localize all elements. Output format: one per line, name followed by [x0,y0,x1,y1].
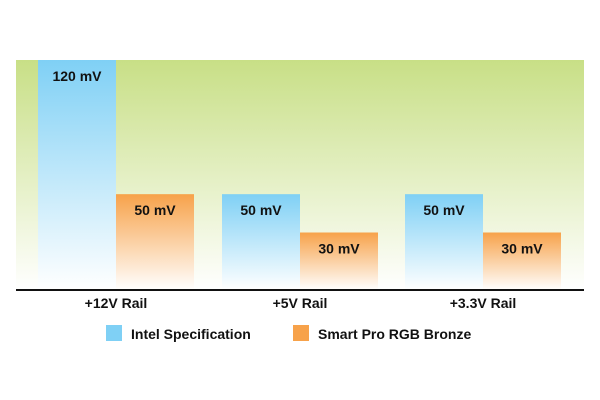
x-tick-label: +12V Rail [85,295,148,311]
bar-smart-pro-0 [116,194,194,290]
bar-smart-pro-2 [483,232,561,290]
bar-value-label: 30 mV [318,241,360,257]
bar-value-label: 50 mV [423,202,465,218]
x-tick-label: +5V Rail [273,295,328,311]
x-tick-labels-group: +12V Rail +5V Rail +3.3V Rail [85,295,517,311]
legend-swatch [106,325,122,341]
bar-value-label: 50 mV [134,202,176,218]
legend-label: Smart Pro RGB Bronze [318,326,471,342]
bar-value-label: 120 mV [52,68,102,84]
legend-swatch [293,325,309,341]
value-labels-group: 120 mV 50 mV 50 mV 30 mV 50 mV 30 mV [52,68,543,257]
legend: Intel Specification Smart Pro RGB Bronze [106,325,471,342]
bar-intel-1 [222,194,300,290]
x-tick-label: +3.3V Rail [450,295,517,311]
bars-group [38,60,561,290]
bar-intel-0 [38,60,116,290]
bar-value-label: 50 mV [240,202,282,218]
legend-label: Intel Specification [131,326,251,342]
bar-intel-2 [405,194,483,290]
bar-smart-pro-1 [300,232,378,290]
bar-value-label: 30 mV [501,241,543,257]
